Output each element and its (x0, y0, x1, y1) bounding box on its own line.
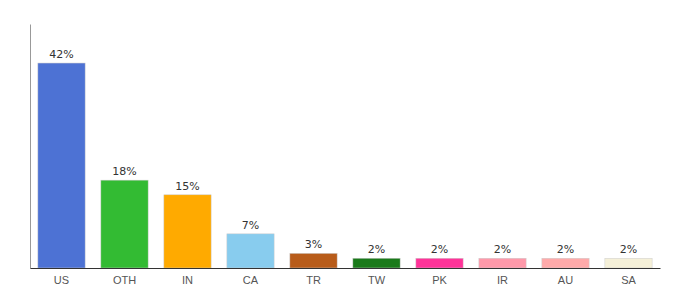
bar (101, 180, 148, 268)
bar (290, 253, 337, 268)
x-tick-label: IR (497, 274, 508, 286)
bars (38, 63, 652, 268)
x-tick-label: SA (621, 274, 636, 286)
bar (227, 234, 274, 268)
x-tick: PK (432, 274, 447, 286)
bar (353, 258, 400, 268)
bar (479, 258, 526, 268)
data-labels: 42% 18% 15% 7% 3% 2% 2% 2% 2% 2% (49, 48, 637, 256)
data-label: 15% (175, 180, 199, 193)
y-axis-line (30, 25, 31, 269)
x-tick: CA (243, 274, 259, 286)
x-tick: IR (497, 274, 508, 286)
y-axis (30, 25, 31, 269)
x-tick: TW (368, 274, 386, 286)
x-axis: US OTH IN CA TR TW PK IR AU SA (31, 269, 661, 286)
x-tick: OTH (113, 274, 136, 286)
data-label: 7% (242, 219, 259, 232)
x-axis-line (31, 268, 661, 269)
x-tick-label: IN (182, 274, 193, 286)
bar (542, 258, 589, 268)
x-tick-label: CA (243, 274, 259, 286)
x-tick-label: OTH (113, 274, 136, 286)
bar (605, 258, 652, 268)
x-tick: IN (182, 274, 193, 286)
data-label: 2% (368, 243, 385, 256)
x-tick-label: AU (558, 274, 573, 286)
data-label: 2% (557, 243, 574, 256)
x-tick: US (54, 274, 69, 286)
data-label: 2% (494, 243, 511, 256)
data-label: 3% (305, 238, 322, 251)
x-tick: SA (621, 274, 636, 286)
x-tick-label: TW (368, 274, 386, 286)
x-tick: AU (558, 274, 573, 286)
bar (164, 195, 211, 268)
data-label: 18% (112, 165, 136, 178)
x-tick-label: US (54, 274, 69, 286)
data-label: 2% (620, 243, 637, 256)
data-label: 2% (431, 243, 448, 256)
x-tick-label: TR (306, 274, 321, 286)
chart: US OTH IN CA TR TW PK IR AU SA 42% 18% 15% 7% 3% 2% 2% 2%… (0, 0, 680, 300)
plot: US OTH IN CA TR TW PK IR AU SA 42% 18% 15% 7% 3% 2% 2% 2%… (31, 25, 661, 286)
data-label: 42% (49, 48, 73, 61)
x-tick: TR (306, 274, 321, 286)
x-tick-label: PK (432, 274, 447, 286)
bar (416, 258, 463, 268)
bar (38, 63, 85, 268)
